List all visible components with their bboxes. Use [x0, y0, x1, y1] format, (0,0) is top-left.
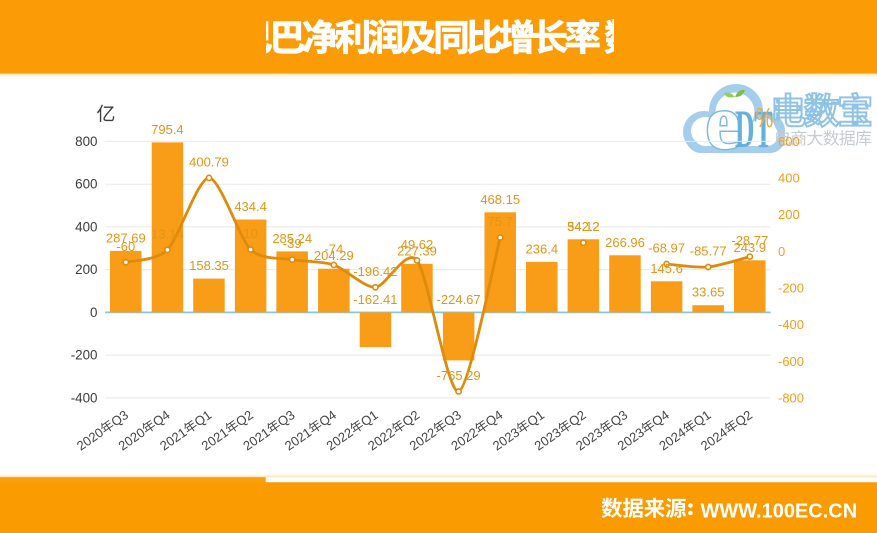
svg-text:-39: -39 — [283, 236, 302, 251]
svg-text:158.35: 158.35 — [189, 258, 229, 273]
svg-text:54.12: 54.12 — [567, 219, 600, 234]
svg-text:DT: DT — [735, 100, 773, 159]
svg-text:600: 600 — [75, 177, 97, 192]
svg-text:-85.77: -85.77 — [690, 244, 727, 259]
svg-text:287.69: 287.69 — [106, 230, 146, 245]
svg-text:-200: -200 — [778, 281, 804, 296]
svg-text:-28.77: -28.77 — [731, 233, 768, 248]
svg-text:-74: -74 — [324, 241, 343, 256]
svg-text:-200: -200 — [71, 348, 98, 363]
svg-text:WWW.100EC.CN: WWW.100EC.CN — [701, 501, 858, 523]
svg-text:200: 200 — [75, 262, 97, 277]
svg-text:266.96: 266.96 — [605, 235, 645, 250]
svg-text:243.9: 243.9 — [734, 240, 767, 255]
svg-text:-765.29: -765.29 — [437, 368, 481, 383]
svg-text:e: e — [706, 79, 741, 166]
svg-text:204.29: 204.29 — [314, 248, 354, 263]
svg-text:400: 400 — [778, 171, 800, 186]
svg-text:-400: -400 — [71, 390, 98, 405]
svg-text:795.4: 795.4 — [151, 122, 184, 137]
svg-text:400.79: 400.79 — [189, 154, 229, 169]
svg-text:600: 600 — [778, 134, 800, 149]
svg-text:-60: -60 — [116, 239, 135, 254]
svg-text:-800: -800 — [778, 390, 804, 405]
svg-text:236.4: 236.4 — [526, 241, 559, 256]
svg-text:75.7: 75.7 — [488, 214, 513, 229]
svg-text:-600: -600 — [778, 354, 804, 369]
svg-text:0: 0 — [778, 244, 785, 259]
svg-text:-400: -400 — [778, 317, 804, 332]
svg-text:468.15: 468.15 — [480, 192, 520, 207]
svg-text:13.14: 13.14 — [151, 226, 184, 241]
svg-text:0: 0 — [90, 305, 97, 320]
svg-text:200: 200 — [778, 207, 800, 222]
svg-text:-196.42: -196.42 — [353, 264, 397, 279]
svg-text:-68.97: -68.97 — [648, 241, 685, 256]
svg-text:145.6: 145.6 — [650, 261, 683, 276]
svg-text:342.2: 342.2 — [567, 219, 600, 234]
svg-text:285.24: 285.24 — [272, 231, 312, 246]
svg-text:-224.67: -224.67 — [437, 292, 481, 307]
svg-text:33.65: 33.65 — [692, 285, 725, 300]
svg-text:49.62: 49.62 — [401, 237, 434, 252]
svg-text:800: 800 — [75, 134, 97, 149]
svg-text:400: 400 — [75, 219, 97, 234]
svg-text:%: % — [756, 103, 774, 134]
svg-text:10: 10 — [243, 226, 257, 241]
svg-text:434.4: 434.4 — [234, 199, 267, 214]
svg-text:227.39: 227.39 — [397, 243, 437, 258]
svg-text:-162.41: -162.41 — [353, 292, 397, 307]
